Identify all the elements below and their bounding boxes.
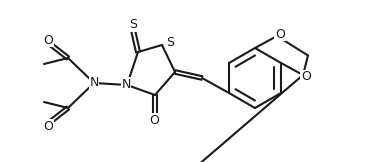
Text: O: O [43, 120, 53, 133]
Text: O: O [301, 70, 311, 83]
Text: S: S [129, 18, 137, 31]
Text: N: N [121, 77, 131, 91]
Text: O: O [275, 28, 285, 40]
Text: O: O [149, 114, 159, 127]
Text: N: N [89, 76, 99, 89]
Text: S: S [166, 36, 174, 50]
Text: O: O [43, 34, 53, 46]
